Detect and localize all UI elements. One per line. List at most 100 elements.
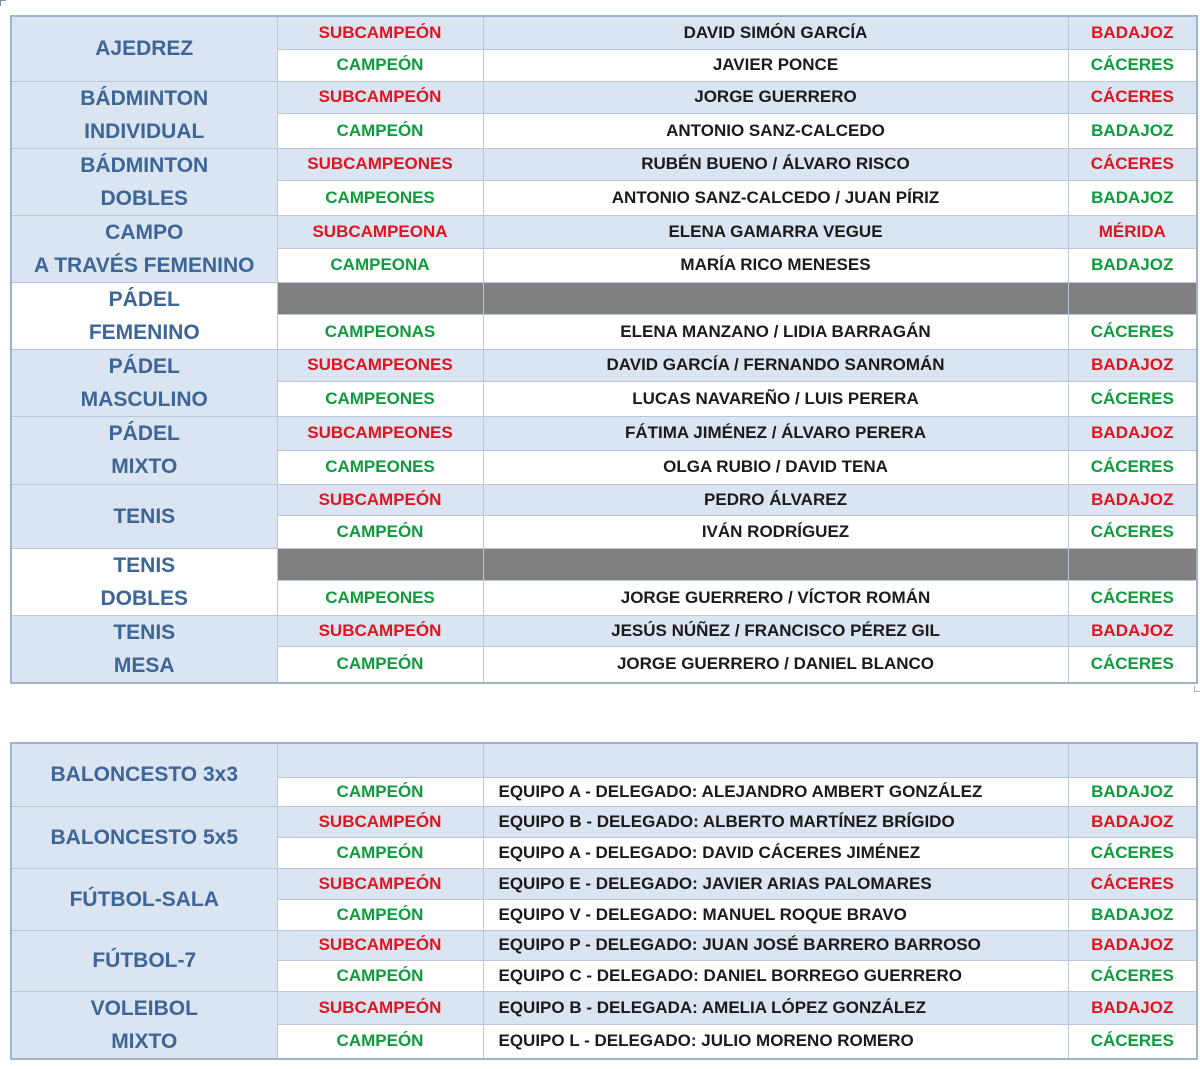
sport-name: MESA (113, 653, 175, 677)
participant-cell: EQUIPO P - DELEGADO: JUAN JOSÉ BARRERO B… (482, 929, 1069, 961)
result-cell: CAMPEÓN (276, 898, 484, 931)
result-cell: CAMPEONES (276, 179, 484, 216)
city-cell: CÁCERES (1067, 1024, 1198, 1059)
city-cell: CÁCERES (1067, 80, 1198, 114)
table-row: CAMPEONES OLGA RUBIO / DAVID TENA CÁCERES (11, 449, 1198, 485)
sport-name: FÚTBOL-7 (92, 949, 197, 972)
participant-cell (482, 547, 1069, 581)
result-cell: SUBCAMPEÓN (276, 990, 484, 1026)
participant-cell: EQUIPO A - DELEGADO: ALEJANDRO AMBERT GO… (482, 776, 1069, 807)
city-cell: CÁCERES (1067, 836, 1198, 869)
participant-cell: LUCAS NAVAREÑO / LUIS PERERA (482, 380, 1069, 417)
participant-cell: MARÍA RICO MENESES (482, 247, 1069, 283)
participant-cell: DAVID GARCÍA / FERNANDO SANROMÁN (482, 348, 1069, 382)
result-cell: CAMPEÓN (276, 112, 484, 149)
table-row: BALONCESTO 3x3 (10, 742, 1198, 807)
city-cell: BADAJOZ (1067, 112, 1198, 149)
result-cell: SUBCAMPEONES (276, 415, 484, 451)
table-row: FÚTBOL-7 SUBCAMPEÓN EQUIPO P - DELEGADO: J… (10, 929, 1198, 992)
table-row: PÁDEL MASCULINO SUBCAMPEONES DAVID GARCÍA /… (10, 348, 1198, 417)
participant-cell: EQUIPO L - DELEGADO: JULIO MORENO ROMERO (482, 1024, 1069, 1059)
result-cell: SUBCAMPEÓN (276, 614, 484, 647)
result-cell: SUBCAMPEONES (276, 147, 484, 181)
participant-cell: EQUIPO B - DELEGADO: ALBERTO MARTÍNEZ BR… (482, 805, 1069, 838)
table-row: CAMPEÓN EQUIPO A - DELEGADO: DAVID CÁCERE… (11, 836, 1198, 869)
result-cell: CAMPEÓN (276, 959, 484, 992)
table-row: CAMPEONA MARÍA RICO MENESES BADAJOZ (11, 247, 1198, 283)
participant-cell: ANTONIO SANZ-CALCEDO / JUAN PÍRIZ (482, 179, 1069, 216)
participant-cell: EQUIPO E - DELEGADO: JAVIER ARIAS PALOMA… (482, 867, 1069, 900)
result-cell (276, 742, 484, 778)
table-row: BALONCESTO 5x5 SUBCAMPEÓN EQUIPO B - DELEG… (10, 805, 1198, 869)
sport-name-cell: TENIS (10, 483, 278, 549)
result-cell: CAMPEONES (276, 449, 484, 485)
sport-name: MIXTO (111, 1029, 178, 1053)
result-cell: SUBCAMPEÓN (276, 867, 484, 900)
sport-name: TENIS (113, 504, 176, 528)
participant-cell: EQUIPO A - DELEGADO: DAVID CÁCERES JIMÉN… (482, 836, 1069, 869)
participant-cell: ELENA MANZANO / LIDIA BARRAGÁN (482, 313, 1069, 350)
sport-name: A TRAVÉS FEMENINO (33, 253, 255, 277)
participant-cell: OLGA RUBIO / DAVID TENA (482, 449, 1069, 485)
sport-name: PÁDEL (108, 422, 180, 445)
table-row: PÁDEL MIXTO SUBCAMPEONES FÁTIMA JIMÉNEZ / Á… (10, 415, 1198, 485)
sport-name-cell: BÁDMINTON INDIVIDUAL (10, 80, 278, 149)
city-cell: BADAJOZ (1067, 614, 1198, 647)
table-row: CAMPEÓN IVÁN RODRÍGUEZ CÁCERES (11, 514, 1198, 549)
table-row: CAMPO A TRAVÉS FEMENINO SUBCAMPEONA ELENA G… (10, 214, 1198, 283)
table-row: CAMPEÓN EQUIPO C - DELEGADO: DANIEL BORRE… (11, 959, 1198, 992)
participant-cell: EQUIPO V - DELEGADO: MANUEL ROQUE BRAVO (482, 898, 1069, 931)
sport-name-cell: PÁDEL MIXTO (10, 415, 278, 485)
city-cell: BADAJOZ (1067, 776, 1198, 807)
sport-name: MIXTO (111, 455, 178, 478)
city-cell: CÁCERES (1067, 380, 1198, 417)
sport-name-cell: PÁDEL MASCULINO (10, 348, 278, 417)
city-cell (1067, 547, 1198, 581)
participant-cell: JORGE GUERRERO / VÍCTOR ROMÁN (482, 579, 1069, 616)
result-cell: CAMPEONAS (276, 313, 484, 350)
table-row: CAMPEÓN EQUIPO V - DELEGADO: MANUEL ROQUE… (11, 898, 1198, 931)
anchor-marker (1194, 686, 1200, 692)
participant-cell: RUBÉN BUENO / ÁLVARO RISCO (482, 147, 1069, 181)
sport-name: BÁDMINTON (80, 153, 209, 177)
table-row: CAMPEÓN EQUIPO L - DELEGADO: JULIO MORENO… (11, 1024, 1198, 1059)
city-cell: BADAJOZ (1067, 15, 1198, 50)
sport-name-cell: BÁDMINTON DOBLES (10, 147, 278, 216)
table-row: BÁDMINTON DOBLES SUBCAMPEONES RUBÉN BUENO /… (10, 147, 1198, 216)
result-cell (276, 281, 484, 315)
city-cell: BADAJOZ (1067, 898, 1198, 931)
result-cell: CAMPEONA (276, 247, 484, 283)
city-cell: BADAJOZ (1067, 929, 1198, 961)
table-row: VOLEIBOL MIXTO SUBCAMPEÓN EQUIPO B - DELEGA… (10, 990, 1198, 1059)
sport-name-cell: BALONCESTO 3x3 (10, 742, 278, 807)
sport-name: TENIS (113, 620, 176, 644)
participant-cell: JAVIER PONCE (482, 48, 1069, 82)
table-row: TENIS SUBCAMPEÓN PEDRO ÁLVAREZ BADAJOZ (10, 483, 1198, 549)
city-cell: CÁCERES (1067, 313, 1198, 350)
participant-cell: JESÚS NÚÑEZ / FRANCISCO PÉREZ GIL (482, 614, 1069, 647)
table-row: FÚTBOL-SALA SUBCAMPEÓN EQUIPO E - DELEGADO… (10, 867, 1198, 931)
result-cell: SUBCAMPEÓN (276, 80, 484, 114)
result-cell: CAMPEONES (276, 579, 484, 616)
sport-name-cell: FÚTBOL-7 (10, 929, 278, 992)
sport-name-cell: TENIS DOBLES (10, 547, 278, 616)
team-results-table: BALONCESTO 3x3 CAMPEÓN EQUIPO A - DELEGADO… (10, 742, 1198, 1060)
sport-name-cell: FÚTBOL-SALA (10, 867, 278, 931)
city-cell: BADAJOZ (1067, 990, 1198, 1026)
result-cell: CAMPEÓN (276, 514, 484, 549)
city-cell (1067, 281, 1198, 315)
participant-cell: JORGE GUERRERO (482, 80, 1069, 114)
sport-name: BALONCESTO 3x3 (50, 763, 239, 787)
participant-cell (482, 281, 1069, 315)
participant-cell: EQUIPO B - DELEGADA: AMELIA LÓPEZ GONZÁL… (482, 990, 1069, 1026)
sport-name: DOBLES (100, 186, 188, 210)
table-row: CAMPEÓN EQUIPO A - DELEGADO: ALEJANDRO AM… (11, 776, 1198, 807)
sport-name: FEMENINO (88, 320, 200, 344)
city-cell: MÉRIDA (1067, 214, 1198, 249)
table-row: CAMPEÓN JORGE GUERRERO / DANIEL BLANCO CÁC… (11, 645, 1198, 684)
city-cell: BADAJOZ (1067, 348, 1198, 382)
sport-name: PÁDEL (108, 354, 180, 378)
result-cell: SUBCAMPEÓN (276, 929, 484, 961)
city-cell: BADAJOZ (1067, 483, 1198, 516)
participant-cell: ELENA GAMARRA VEGUE (482, 214, 1069, 249)
